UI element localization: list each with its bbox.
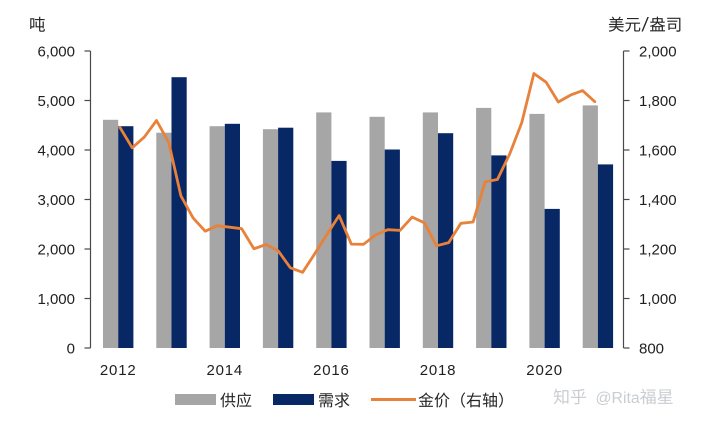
right-tick-label-1,600: 1,600 <box>639 142 677 159</box>
legend-swatch-demand-bar <box>273 394 315 405</box>
svg-text:@Rita: @Rita <box>596 390 640 405</box>
right-tick-label-1,000: 1,000 <box>639 291 677 308</box>
x-axis-tick-labels: 2012 2014 2016 2018 2020 <box>100 362 563 379</box>
bar-0-2013 <box>156 132 172 348</box>
svg-text:@Rita: @Rita <box>597 391 641 405</box>
right-tick-label-1,200: 1,200 <box>639 241 677 258</box>
x-tick-label-2014: 2014 <box>207 362 244 379</box>
legend-swatch-supply-bar <box>175 394 216 405</box>
left-tick-label-4,000: 4,000 <box>37 142 75 159</box>
right-tick-label-800: 800 <box>639 340 664 357</box>
bar-1-2014 <box>224 123 240 348</box>
bar-1-2016 <box>331 160 347 348</box>
x-tick-label-2020: 2020 <box>526 362 563 379</box>
right-axis-unit-label <box>608 16 682 33</box>
bar-series-1 <box>118 77 614 348</box>
left-tick-label-6,000: 6,000 <box>37 43 75 60</box>
right-tick-label-1,400: 1,400 <box>639 192 677 209</box>
left-tick-label-1,000: 1,000 <box>37 291 75 308</box>
watermark: @Rita @Rita <box>553 388 674 405</box>
bar-1-2012 <box>118 126 134 348</box>
right-tick-label-2,000: 2,000 <box>639 43 677 60</box>
left-tick-label-3,000: 3,000 <box>37 192 75 209</box>
bar-0-2018 <box>422 112 438 349</box>
bar-0-2016 <box>316 112 332 349</box>
bar-1-2015 <box>278 127 294 348</box>
bar-0-2015 <box>262 129 279 348</box>
x-tick-label-2016: 2016 <box>313 362 350 379</box>
left-axis-tick-labels: 0 1,000 2,000 3,000 4,000 5,000 6,000 <box>37 43 75 357</box>
right-tick-label-1,800: 1,800 <box>639 93 677 110</box>
bar-1-2018 <box>438 133 454 348</box>
legend-label-demand <box>318 392 350 408</box>
bar-0-2017 <box>369 116 385 348</box>
legend-label-gold-price <box>417 391 514 408</box>
gold-price-line <box>118 72 597 274</box>
left-axis-unit-label <box>29 16 46 33</box>
x-tick-label-2012: 2012 <box>100 362 137 379</box>
bar-1-2020 <box>544 208 560 348</box>
x-tick-label-2018: 2018 <box>420 362 457 379</box>
bar-0-2021 <box>582 105 598 349</box>
bar-series-0 <box>103 105 598 349</box>
bars <box>103 77 614 349</box>
legend-swatch-gold-price-line <box>371 397 416 402</box>
right-axis-tick-labels: 800 1,000 1,200 1,400 1,600 1,800 2,000 <box>639 43 677 357</box>
left-tick-label-0: 0 <box>67 340 75 357</box>
bar-1-2017 <box>384 149 400 348</box>
bar-1-2019 <box>491 155 507 348</box>
axes <box>84 50 630 349</box>
bar-0-2014 <box>209 126 225 348</box>
left-tick-label-5,000: 5,000 <box>37 93 75 110</box>
bar-0-2012 <box>103 119 119 348</box>
bar-0-2020 <box>529 113 545 349</box>
left-tick-label-2,000: 2,000 <box>37 241 75 258</box>
bar-1-2021 <box>597 164 614 348</box>
legend-label-supply <box>219 392 252 408</box>
bar-1-2013 <box>171 77 187 348</box>
bar-0-2019 <box>476 107 492 349</box>
